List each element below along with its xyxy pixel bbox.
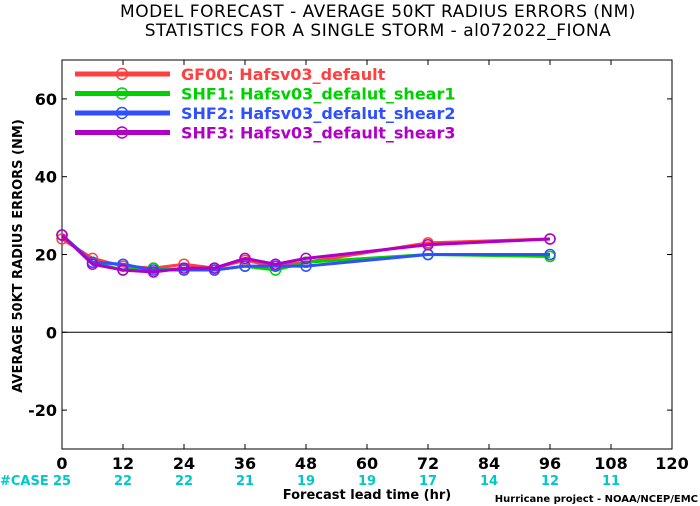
x-tick-label: 48 bbox=[295, 454, 317, 473]
case-count: 11 bbox=[602, 474, 620, 489]
case-count: 17 bbox=[419, 474, 437, 489]
legend-label: GF00: Hafsv03_default bbox=[181, 65, 386, 84]
series-4-point bbox=[117, 264, 129, 276]
x-tick-label: 12 bbox=[112, 454, 134, 473]
y-tick-label: 20 bbox=[35, 246, 57, 265]
credit-text: Hurricane project - NOAA/NCEP/EMC bbox=[495, 494, 698, 505]
series-3-point bbox=[239, 260, 251, 272]
chart-title-line2: STATISTICS FOR A SINGLE STORM - al072022… bbox=[145, 21, 612, 41]
case-count: 22 bbox=[114, 474, 132, 489]
series-4-point bbox=[544, 233, 556, 245]
case-count-row: #CASE 25 22 22 21 19 19 17 14 12 11 bbox=[0, 474, 620, 489]
case-count: 19 bbox=[358, 474, 376, 489]
legend-label: SHF2: Hafsv03_defalut_shear2 bbox=[181, 104, 455, 123]
series-3-point bbox=[544, 248, 556, 261]
series-4-point bbox=[178, 262, 190, 274]
y-tick-label: 60 bbox=[35, 90, 57, 109]
series-line-3 bbox=[61, 233, 550, 272]
y-axis-label: AVERAGE 50KT RADIUS ERRORS (NM) bbox=[11, 119, 26, 393]
case-count: 19 bbox=[297, 474, 315, 489]
legend-label: SHF1: Hafsv03_defalut_shear1 bbox=[181, 85, 455, 104]
x-axis-label: Forecast lead time (hr) bbox=[283, 488, 451, 503]
legend-marker bbox=[115, 67, 129, 81]
legend-marker bbox=[115, 87, 129, 100]
x-tick-label: 0 bbox=[56, 454, 67, 473]
case-count: 12 bbox=[541, 474, 559, 489]
case-count: 25 bbox=[53, 474, 71, 489]
series-4-point bbox=[422, 239, 434, 251]
legend-marker bbox=[115, 126, 129, 139]
case-count: 21 bbox=[236, 474, 254, 489]
axis-layer: -20 0 20 40 60 0 12 24 36 48 60 72 84 96 108 120 bbox=[28, 60, 689, 473]
y-tick-label: 0 bbox=[46, 323, 57, 342]
y-tick-label: 40 bbox=[35, 168, 57, 187]
series-4-point bbox=[147, 266, 160, 278]
case-count: 22 bbox=[175, 474, 193, 489]
x-tick-label: 120 bbox=[655, 454, 688, 473]
x-tick-label: 36 bbox=[234, 454, 256, 473]
case-label: #CASE bbox=[0, 474, 49, 489]
series-4-point bbox=[300, 252, 312, 265]
series-line-4 bbox=[60, 233, 551, 274]
series-4-point bbox=[56, 229, 68, 241]
series-4-point bbox=[208, 262, 221, 274]
series-4-point bbox=[86, 258, 99, 270]
x-tick-label: 84 bbox=[478, 454, 500, 473]
x-tick-label: 72 bbox=[417, 454, 439, 473]
legend-label: SHF3: Hafsv03_default_shear3 bbox=[181, 124, 455, 143]
chart-title-line1: MODEL FORECAST - AVERAGE 50KT RADIUS ERR… bbox=[120, 2, 636, 22]
case-count: 14 bbox=[480, 474, 498, 489]
series-layer bbox=[56, 229, 556, 278]
x-tick-label: 24 bbox=[173, 454, 195, 473]
y-tick-label: -20 bbox=[28, 401, 57, 420]
x-tick-label: 108 bbox=[594, 454, 627, 473]
series-3-point bbox=[300, 260, 312, 272]
series-4-point bbox=[239, 252, 251, 265]
legend-marker bbox=[115, 106, 129, 120]
series-4-point bbox=[269, 258, 282, 270]
x-tick-label: 60 bbox=[356, 454, 378, 473]
x-tick-label: 96 bbox=[539, 454, 561, 473]
